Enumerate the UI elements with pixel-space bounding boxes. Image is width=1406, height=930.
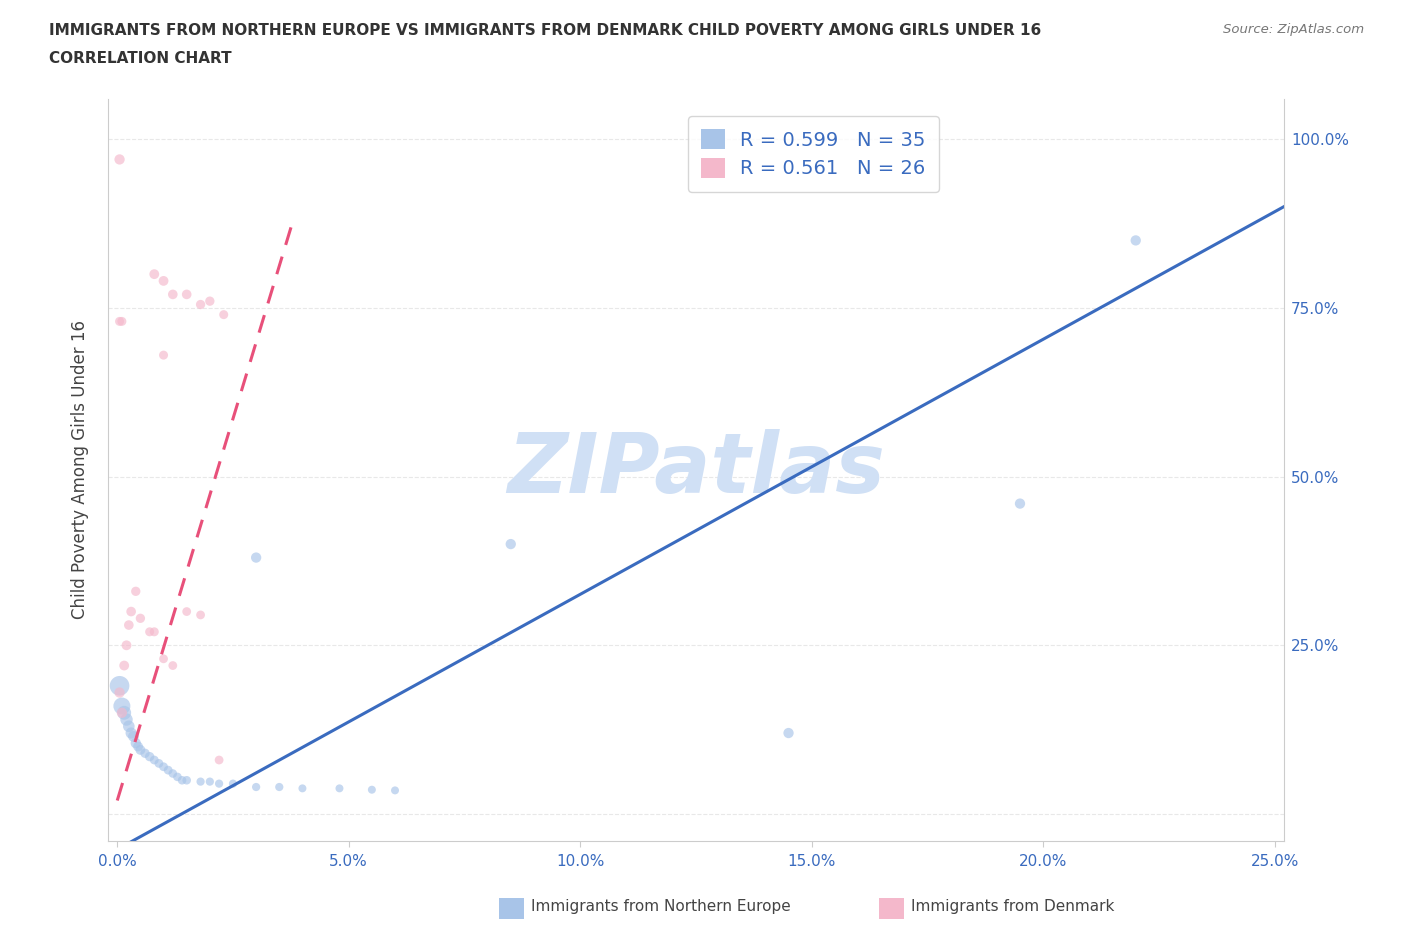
- Point: [148, 756, 170, 771]
- Point: [143, 624, 166, 639]
- Point: [127, 739, 149, 754]
- Point: [125, 584, 148, 599]
- Point: [138, 624, 160, 639]
- Point: [162, 287, 184, 302]
- Point: [222, 777, 245, 791]
- Point: [108, 314, 131, 329]
- Point: [120, 604, 142, 619]
- Point: [115, 712, 138, 727]
- Point: [384, 783, 406, 798]
- Point: [120, 725, 142, 740]
- Point: [499, 537, 522, 551]
- Point: [198, 774, 221, 789]
- Point: [1008, 496, 1031, 511]
- Point: [152, 759, 174, 774]
- Point: [176, 773, 198, 788]
- Point: [118, 719, 141, 734]
- Point: [129, 611, 152, 626]
- Point: [176, 604, 198, 619]
- Text: ZIPatlas: ZIPatlas: [508, 430, 884, 511]
- Point: [208, 777, 231, 791]
- Point: [143, 267, 166, 282]
- Point: [208, 752, 231, 767]
- Text: CORRELATION CHART: CORRELATION CHART: [49, 51, 232, 66]
- Point: [115, 638, 138, 653]
- Point: [291, 781, 314, 796]
- Point: [152, 651, 174, 666]
- Point: [162, 766, 184, 781]
- Point: [176, 287, 198, 302]
- Point: [1125, 233, 1147, 248]
- Point: [111, 705, 134, 720]
- Point: [134, 746, 156, 761]
- Point: [108, 685, 131, 700]
- Text: IMMIGRANTS FROM NORTHERN EUROPE VS IMMIGRANTS FROM DENMARK CHILD POVERTY AMONG G: IMMIGRANTS FROM NORTHERN EUROPE VS IMMIG…: [49, 23, 1042, 38]
- Point: [360, 782, 382, 797]
- Point: [152, 273, 174, 288]
- Point: [112, 705, 135, 720]
- Text: Immigrants from Denmark: Immigrants from Denmark: [911, 899, 1115, 914]
- Point: [245, 551, 267, 565]
- Point: [778, 725, 800, 740]
- Point: [111, 698, 134, 713]
- Point: [122, 729, 145, 744]
- Point: [162, 658, 184, 673]
- Y-axis label: Child Poverty Among Girls Under 16: Child Poverty Among Girls Under 16: [72, 320, 89, 619]
- Point: [170, 773, 193, 788]
- Text: Immigrants from Northern Europe: Immigrants from Northern Europe: [531, 899, 792, 914]
- Point: [190, 774, 212, 789]
- Point: [111, 314, 134, 329]
- Point: [108, 678, 131, 693]
- Point: [152, 348, 174, 363]
- Point: [143, 752, 166, 767]
- Point: [108, 152, 131, 166]
- Point: [190, 607, 212, 622]
- Point: [125, 736, 148, 751]
- Point: [112, 658, 135, 673]
- Point: [138, 750, 160, 764]
- Text: Source: ZipAtlas.com: Source: ZipAtlas.com: [1223, 23, 1364, 36]
- Legend: R = 0.599   N = 35, R = 0.561   N = 26: R = 0.599 N = 35, R = 0.561 N = 26: [688, 116, 939, 192]
- Point: [269, 779, 291, 794]
- Point: [328, 781, 350, 796]
- Point: [245, 779, 267, 794]
- Point: [118, 618, 141, 632]
- Point: [129, 742, 152, 757]
- Point: [166, 769, 188, 784]
- Point: [198, 294, 221, 309]
- Point: [157, 763, 180, 777]
- Point: [212, 307, 235, 322]
- Point: [190, 297, 212, 312]
